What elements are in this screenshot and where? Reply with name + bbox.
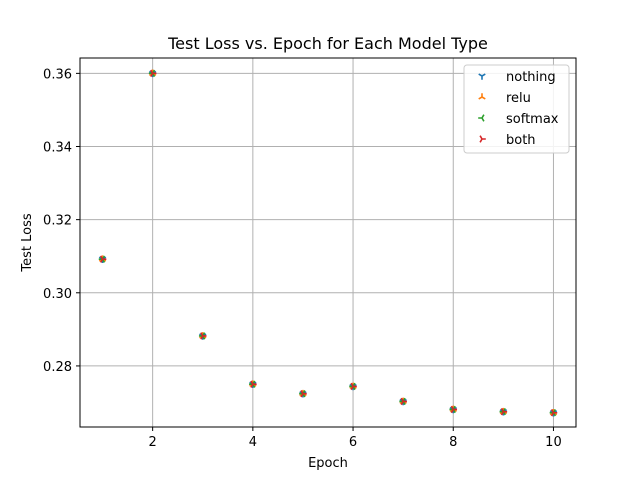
series-both: [99, 69, 558, 417]
y-axis-label: Test Loss: [20, 213, 35, 272]
legend: nothing relu softmax both: [463, 64, 570, 154]
y-tick-label: 0.36: [43, 67, 72, 82]
data-point: [300, 390, 307, 398]
legend-marker: [478, 114, 485, 122]
x-tick-label: 4: [249, 435, 257, 450]
legend-item: softmax: [478, 112, 559, 127]
y-tick-label: 0.30: [43, 287, 72, 302]
data-point: [350, 382, 357, 391]
series-nothing: [98, 70, 558, 417]
legend-label: nothing: [506, 70, 556, 85]
y-tick-label: 0.34: [43, 141, 72, 156]
data-point: [150, 69, 157, 78]
legend-label: softmax: [506, 112, 559, 127]
data-point: [250, 380, 257, 388]
legend-item: both: [479, 133, 536, 148]
data-points: [98, 69, 558, 417]
legend-label: both: [506, 133, 536, 148]
legend-marker: [478, 73, 486, 80]
y-tick-label: 0.28: [43, 360, 72, 375]
data-point: [450, 405, 458, 414]
data-point: [200, 332, 207, 340]
x-tick-label: 2: [149, 435, 157, 450]
plot-frame: [79, 57, 577, 428]
x-tick-label: 8: [449, 435, 457, 450]
legend-marker: [479, 135, 486, 143]
legend-item: relu: [478, 91, 531, 106]
legend-marker: [478, 93, 486, 100]
x-axis-ticks: 2 4 6 8 10: [149, 427, 562, 450]
y-axis-ticks: 0.28 0.30 0.32 0.34 0.36: [43, 67, 80, 375]
data-point: [550, 409, 558, 417]
x-tick-label: 6: [349, 435, 357, 450]
data-point: [400, 397, 407, 406]
data-point: [500, 407, 508, 416]
data-point: [99, 255, 107, 263]
legend-item: nothing: [478, 70, 556, 85]
legend-label: relu: [506, 91, 531, 106]
legend-box: [463, 64, 570, 154]
x-axis-label: Epoch: [308, 456, 348, 471]
x-tick-label: 10: [545, 435, 562, 450]
chart-title: Test Loss vs. Epoch for Each Model Type: [167, 34, 488, 53]
y-tick-label: 0.32: [43, 214, 72, 229]
